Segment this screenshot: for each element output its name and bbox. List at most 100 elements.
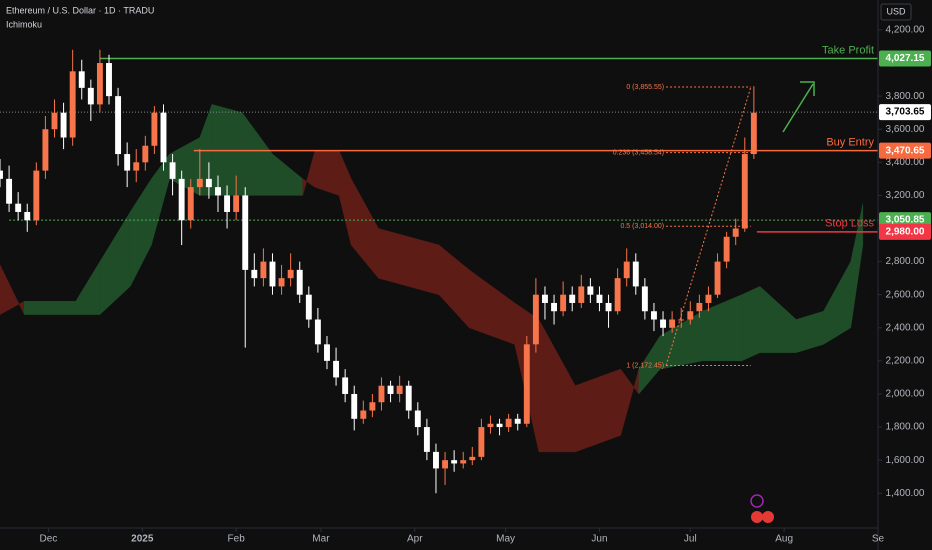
candle-body [278, 278, 285, 287]
candle-body [24, 211, 31, 221]
candle-body [233, 195, 240, 212]
candle-body [60, 112, 67, 138]
candle-body [42, 129, 49, 171]
candle-body [405, 385, 412, 411]
candle-body [387, 385, 394, 394]
fib-trend [665, 86, 752, 366]
candle-body [124, 154, 131, 171]
event-icon[interactable] [762, 511, 774, 523]
x-tick-label: Dec [40, 534, 58, 545]
y-tick-label: 2,800.00 [886, 256, 925, 267]
candle-body [396, 385, 403, 394]
candle-body [269, 261, 276, 287]
candle-body [551, 302, 558, 312]
candle-body [351, 393, 358, 419]
candle-body [714, 261, 721, 295]
candle-body [96, 63, 103, 105]
candle-body [224, 195, 231, 212]
y-tick-label: 1,800.00 [886, 422, 925, 433]
y-tick-label: 2,400.00 [886, 322, 925, 333]
candle-body [305, 294, 312, 320]
level-badge-label: 3,050.85 [886, 215, 925, 226]
y-tick-label: 3,200.00 [886, 190, 925, 201]
candle-body [605, 302, 612, 312]
level-name: Stop Loss [825, 218, 874, 230]
y-tick-label: 2,600.00 [886, 289, 925, 300]
x-tick-label: Feb [228, 534, 246, 545]
y-tick-label: 3,400.00 [886, 157, 925, 168]
candle-body [478, 427, 485, 457]
currency-box[interactable] [880, 3, 912, 21]
level-badge [879, 223, 931, 240]
candle-body [723, 236, 730, 262]
candle-body [187, 187, 194, 221]
last-price-badge-label: 3,703.65 [886, 107, 925, 118]
plot-area [0, 49, 878, 494]
candle-body [596, 294, 603, 303]
y-tick-label: 4,200.00 [886, 25, 925, 36]
candle-body [251, 269, 258, 279]
candle-body [178, 178, 185, 221]
candle-body [514, 418, 521, 424]
symbol-title: Ethereum / U.S. Dollar · 1D · TRADU [6, 5, 154, 15]
level-badge [879, 50, 931, 67]
candle-body [169, 162, 176, 179]
candle-body [6, 178, 13, 204]
level-badge-label: 2,980.00 [886, 226, 925, 237]
x-tick-label: Se [872, 534, 885, 545]
candle-body [0, 170, 3, 179]
candle-body [369, 402, 376, 411]
candle-body [133, 162, 140, 171]
fib-label: 0.236 (3,458.54) [613, 149, 664, 156]
candle-body [623, 261, 630, 279]
candle-body [260, 261, 267, 279]
candle-body [442, 460, 449, 469]
y-tick-label: 2,200.00 [886, 356, 925, 367]
candle-body [678, 319, 685, 321]
candle-body [142, 145, 149, 163]
candle-body [641, 286, 648, 312]
candle-body [750, 112, 757, 155]
y-tick-label: 3,600.00 [886, 124, 925, 135]
x-tick-label: 2025 [131, 534, 154, 545]
cloud-segment [23, 301, 76, 315]
candle-body [106, 63, 112, 97]
candle-body [287, 269, 294, 279]
candle-body [460, 460, 467, 464]
candle-body [587, 286, 594, 295]
level-name: Take Profit [822, 44, 874, 56]
trend-arrow [782, 81, 815, 133]
candle-body [423, 427, 430, 452]
candle-body [433, 451, 439, 469]
x-tick-label: Mar [312, 534, 330, 545]
indicator-name: Ichimoku [6, 19, 42, 29]
candle-body [741, 154, 748, 229]
candle-body [78, 71, 85, 88]
arrow-head [800, 81, 815, 96]
candle-body [69, 71, 76, 138]
event-icon[interactable] [751, 511, 763, 523]
candle-body [51, 112, 58, 130]
candle-body [87, 87, 94, 105]
candle-body [496, 423, 503, 428]
candle-body [115, 96, 122, 155]
candle-body [660, 319, 666, 328]
candle-body [333, 360, 340, 378]
candle-body [669, 319, 676, 328]
candle-body [505, 418, 512, 428]
candle-body [687, 311, 694, 320]
candle-body [378, 385, 385, 403]
candle-body [242, 195, 249, 270]
candle-body [196, 178, 203, 188]
candle-body [342, 377, 349, 394]
candle-body [487, 423, 494, 428]
candle-body [651, 311, 657, 320]
x-tick-label: Jul [684, 534, 697, 545]
event-icon[interactable] [750, 494, 764, 508]
x-tick-label: Apr [407, 534, 423, 545]
candle-body [205, 178, 212, 188]
x-tick-label: Aug [775, 534, 793, 545]
candle-body [151, 112, 158, 146]
arrow-shaft [782, 83, 814, 133]
